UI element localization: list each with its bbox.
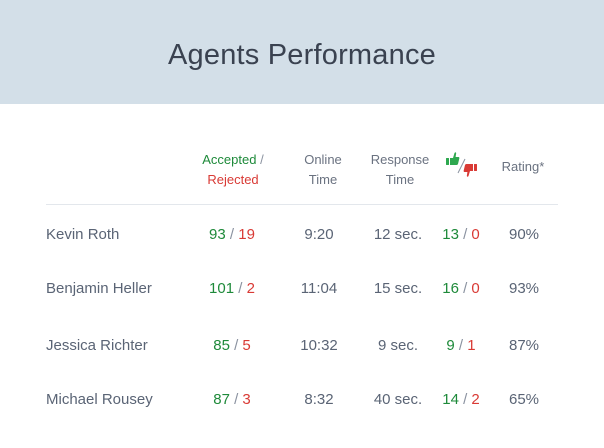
rejected-count: 2 [246,280,255,297]
accepted-count: 93 [209,226,226,243]
header-online-line2: Time [308,172,338,187]
table-row: Kevin Roth 93 / 19 9:20 12 sec. 13 / 0 9… [0,226,604,250]
rejected-count: 5 [242,337,251,354]
header-accepted-rejected[interactable]: Accepted / Rejected [193,150,273,190]
online-time-value: 8:32 [304,391,334,408]
page-title: Agents Performance [168,38,436,71]
thumbs-down-count: 1 [467,337,476,354]
header-rejected: Rejected [207,172,259,187]
cell-separator: / [463,226,468,243]
thumbs-up-down-icon[interactable] [445,151,479,179]
accepted-rejected-cell: 85 / 5 [213,337,251,354]
header-response-line1: Response [370,152,430,167]
table-row: Michael Rousey 87 / 3 8:32 40 sec. 14 / … [0,391,604,415]
thumbs-down-count: 0 [471,226,480,243]
response-time-value: 9 sec. [377,337,419,354]
response-time-value: 15 sec. [373,280,423,297]
header-accepted: Accepted [202,152,257,167]
online-time-value: 10:32 [300,337,338,354]
header-divider [46,204,558,205]
accepted-rejected-cell: 87 / 3 [213,391,251,408]
response-time-value: 12 sec. [373,226,423,243]
agent-name: Jessica Richter [46,337,148,354]
rating-value: 93% [508,280,540,297]
accepted-rejected-cell: 93 / 19 [209,226,255,243]
rejected-count: 3 [242,391,251,408]
header-banner: Agents Performance [0,0,604,104]
rating-value: 65% [508,391,540,408]
cell-separator: / [463,391,468,408]
rating-value: 87% [508,337,540,354]
thumbs-down-count: 0 [471,280,480,297]
accepted-count: 85 [213,337,230,354]
agent-name: Benjamin Heller [46,280,152,297]
thumbs-separator [457,158,466,174]
header-separator: / [260,152,264,167]
header-rating[interactable]: Rating* [501,159,545,174]
thumbs-down-count: 2 [471,391,480,408]
cell-separator: / [238,280,243,297]
header-online-line1: Online [304,152,342,167]
agent-name: Michael Rousey [46,391,153,408]
accepted-rejected-cell: 101 / 2 [209,280,255,297]
table-row: Benjamin Heller 101 / 2 11:04 15 sec. 16… [0,280,604,304]
feedback-cell: 9 / 1 [446,337,475,354]
agent-name: Kevin Roth [46,226,120,243]
feedback-cell: 14 / 2 [442,391,480,408]
online-time-value: 11:04 [300,280,338,297]
thumbs-up-count: 14 [442,391,459,408]
thumbs-up-count: 16 [442,280,459,297]
feedback-cell: 13 / 0 [442,226,480,243]
response-time-value: 40 sec. [373,391,423,408]
cell-separator: / [463,280,468,297]
online-time-value: 9:20 [304,226,334,243]
header-response-line2: Time [385,172,415,187]
rejected-count: 19 [238,226,255,243]
rating-value: 90% [508,226,540,243]
thumbs-down-icon [463,164,477,177]
header-online-time[interactable]: Online Time [288,150,358,190]
header-response-time[interactable]: Response Time [360,150,440,190]
feedback-cell: 16 / 0 [442,280,480,297]
cell-separator: / [234,337,239,354]
thumbs-up-count: 9 [446,337,455,354]
thumbs-up-icon [446,152,460,165]
table-row: Jessica Richter 85 / 5 10:32 9 sec. 9 / … [0,337,604,361]
cell-separator: / [234,391,239,408]
cell-separator: / [229,226,235,243]
thumbs-up-count: 13 [442,226,459,243]
accepted-count: 87 [213,391,230,408]
accepted-count: 101 [209,280,235,297]
cell-separator: / [458,337,464,354]
